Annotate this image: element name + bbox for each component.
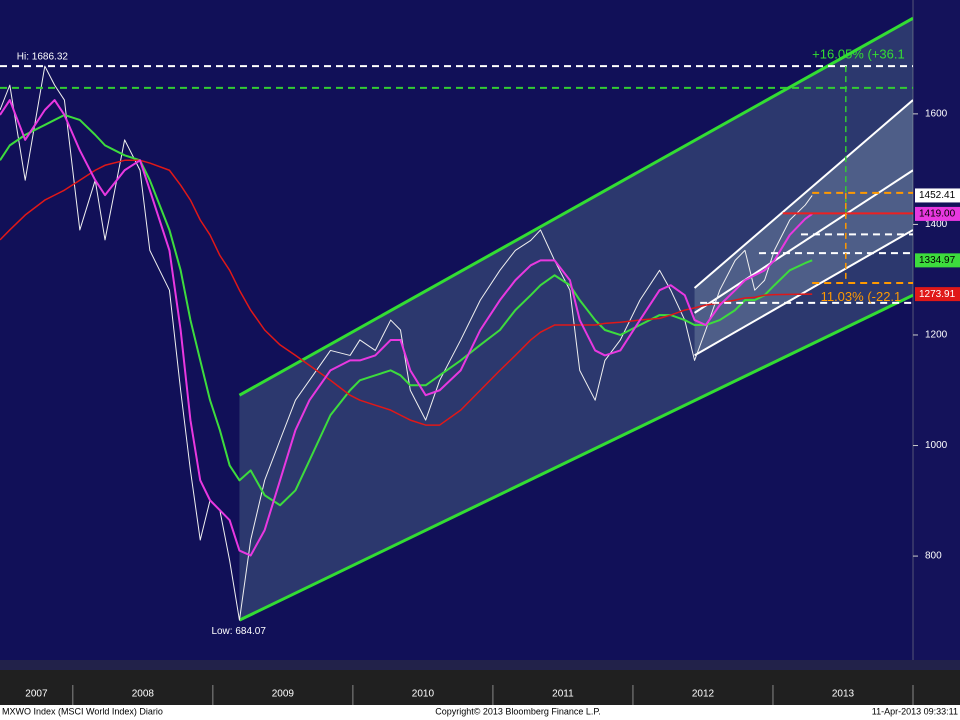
series-line xyxy=(0,65,813,621)
x-axis-band xyxy=(0,670,960,705)
x-tick-label: 2009 xyxy=(272,689,295,700)
price-tag xyxy=(915,206,960,221)
x-tick-label: 2008 xyxy=(132,689,155,700)
x-tick-label: 2011 xyxy=(552,689,574,700)
plot-area xyxy=(0,0,913,660)
price-tag xyxy=(915,287,960,302)
price-tag-label: 1273.91 xyxy=(919,289,956,300)
y-tick-label: 1400 xyxy=(925,219,948,230)
annotation: Low: 684.07 xyxy=(211,626,266,637)
annotation: +16.05% (+36.1 xyxy=(812,47,905,62)
trend-line xyxy=(238,16,913,397)
plot: Hi: 1686.32 Low: 684.07 +16.05% (+36.1 11.0… xyxy=(0,16,913,637)
x-tick-label: 2010 xyxy=(412,689,435,700)
trend-line xyxy=(694,169,913,314)
trend-line xyxy=(238,293,913,622)
trend-line xyxy=(694,229,913,357)
price-tag-label: 1419.00 xyxy=(919,209,956,220)
channel-fill xyxy=(694,100,913,356)
y-tick-label: 800 xyxy=(925,551,942,562)
x-tick-label: 2013 xyxy=(832,689,855,700)
footer-left: MXWO Index (MSCI World Index) Diario xyxy=(2,706,163,716)
x-tick-label: 2007 xyxy=(25,689,48,700)
footer-right: 11-Apr-2013 09:33:11 xyxy=(872,706,958,716)
x-tick-label: 2012 xyxy=(692,689,715,700)
footer-center: Copyright© 2013 Bloomberg Finance L.P. xyxy=(435,706,601,716)
annotation: Hi: 1686.32 xyxy=(17,52,69,63)
series-line xyxy=(0,99,813,557)
footer-band xyxy=(0,705,960,720)
price-tag-label: 1452.41 xyxy=(919,190,956,201)
price-tag-label: 1334.97 xyxy=(919,255,956,266)
y-tick-label: 1000 xyxy=(925,440,948,451)
overlay: 800 1000 1200 1400 1600 1452.41 1419.00 1334.97… xyxy=(25,109,960,705)
trend-line xyxy=(693,99,913,289)
price-tag xyxy=(915,188,960,203)
channel-fill xyxy=(239,18,913,621)
y-tick-label: 1600 xyxy=(925,109,948,120)
axis-separator xyxy=(0,660,960,670)
y-tick-label: 1200 xyxy=(925,330,948,341)
price-tag xyxy=(915,253,960,268)
annotation: 11.03% (-22.1 xyxy=(821,289,902,304)
